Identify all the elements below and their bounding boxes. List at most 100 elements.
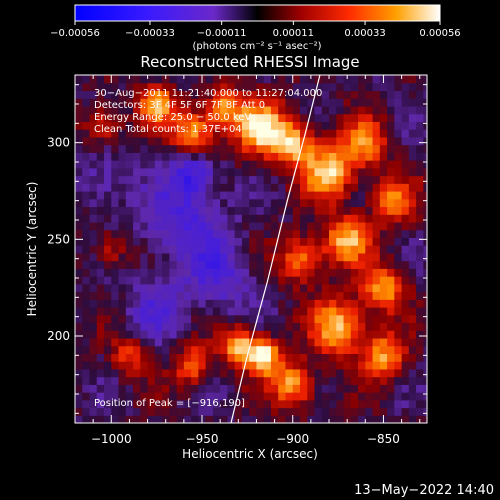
heatmap-cell [314,191,323,200]
heatmap-cell [358,245,366,254]
heatmap-cell [307,245,316,254]
heatmap-cell [176,229,185,238]
heatmap-cell [336,144,345,153]
heatmap-cell [379,314,388,324]
heatmap-cell [423,252,427,262]
heatmap-cell [183,415,192,423]
heatmap-cell [220,82,229,92]
heatmap-cell [140,407,149,416]
heatmap-cell [212,75,221,84]
heatmap-cell [372,206,381,215]
heatmap-cell [336,276,345,285]
heatmap-cell [299,330,308,339]
heatmap-cell [75,330,83,339]
heatmap-cell [394,75,403,84]
heatmap-cell [111,330,120,339]
heatmap-cell [256,268,265,277]
heatmap-cell [329,75,337,84]
heatmap-cell [154,144,163,153]
heatmap-cell [191,384,199,393]
heatmap-cell [227,361,236,370]
heatmap-cell [321,314,330,324]
heatmap-cell [292,407,301,416]
heatmap-cell [343,82,352,92]
heatmap-cell [285,214,294,223]
heatmap-cell [372,167,381,177]
heatmap-cell [227,136,236,146]
x-tick-label: −850 [367,432,400,446]
heatmap-cell [75,98,83,107]
heatmap-cell [125,376,134,385]
heatmap-cell [154,183,163,192]
heatmap-cell [278,237,287,246]
heatmap-cell [154,105,163,115]
heatmap-cell [278,361,287,370]
heatmap-cell [89,307,98,316]
heatmap-cell [249,221,258,231]
heatmap-cell [241,237,250,246]
heatmap-cell [299,345,308,354]
heatmap-cell [133,152,141,161]
heatmap-cell [125,392,134,401]
heatmap-cell [263,221,272,231]
heatmap-cell [263,337,272,347]
heatmap-cell [379,291,388,300]
heatmap-cell [249,198,258,208]
heatmap-cell [234,191,243,200]
heatmap-cell [314,229,323,238]
heatmap-cell [169,152,178,161]
heatmap-cell [169,121,178,130]
heatmap-cell [278,368,287,378]
heatmap-cell [372,144,381,153]
heatmap-cell [365,198,374,208]
heatmap-cell [227,392,236,401]
heatmap-cell [75,376,83,385]
heatmap-cell [321,330,330,339]
heatmap-cell [89,105,98,115]
heatmap-cell [162,399,170,409]
heatmap-cell [147,121,156,130]
heatmap-cell [191,276,199,285]
heatmap-cell [176,399,185,409]
heatmap-cell [329,113,337,122]
heatmap-cell [285,105,294,115]
heatmap-cell [96,407,105,416]
heatmap-cell [336,337,345,347]
heatmap-cell [205,345,214,354]
heatmap-cell [191,237,199,246]
heatmap-cell [350,368,359,378]
heatmap-cell [372,276,381,285]
heatmap-cell [205,291,214,300]
heatmap-cell [125,129,134,138]
heatmap-cell [299,283,308,293]
heatmap-cell [212,113,221,122]
heatmap-cell [263,407,272,416]
heatmap-cell [220,221,229,231]
heatmap-cell [183,152,192,161]
heatmap-cell [321,407,330,416]
heatmap-cell [423,283,427,293]
heatmap-cell [89,322,98,331]
heatmap-cell [133,206,141,215]
heatmap-cell [220,276,229,285]
heatmap-cell [307,407,316,416]
heatmap-cell [372,307,381,316]
heatmap-cell [379,307,388,316]
heatmap-cell [220,237,229,246]
heatmap-cell [104,252,112,262]
heatmap-cell [336,260,345,269]
heatmap-cell [336,299,345,308]
heatmap-cell [329,368,337,378]
heatmap-cell [285,384,294,393]
heatmap-cell [82,245,91,254]
heatmap-cell [234,361,243,370]
heatmap-cell [256,407,265,416]
heatmap-cell [154,399,163,409]
heatmap-cell [212,160,221,169]
heatmap-cell [423,98,427,107]
heatmap-cell [212,90,221,99]
heatmap-cell [278,392,287,401]
heatmap-cell [408,345,417,354]
heatmap-cell [162,129,170,138]
heatmap-cell [212,283,221,293]
